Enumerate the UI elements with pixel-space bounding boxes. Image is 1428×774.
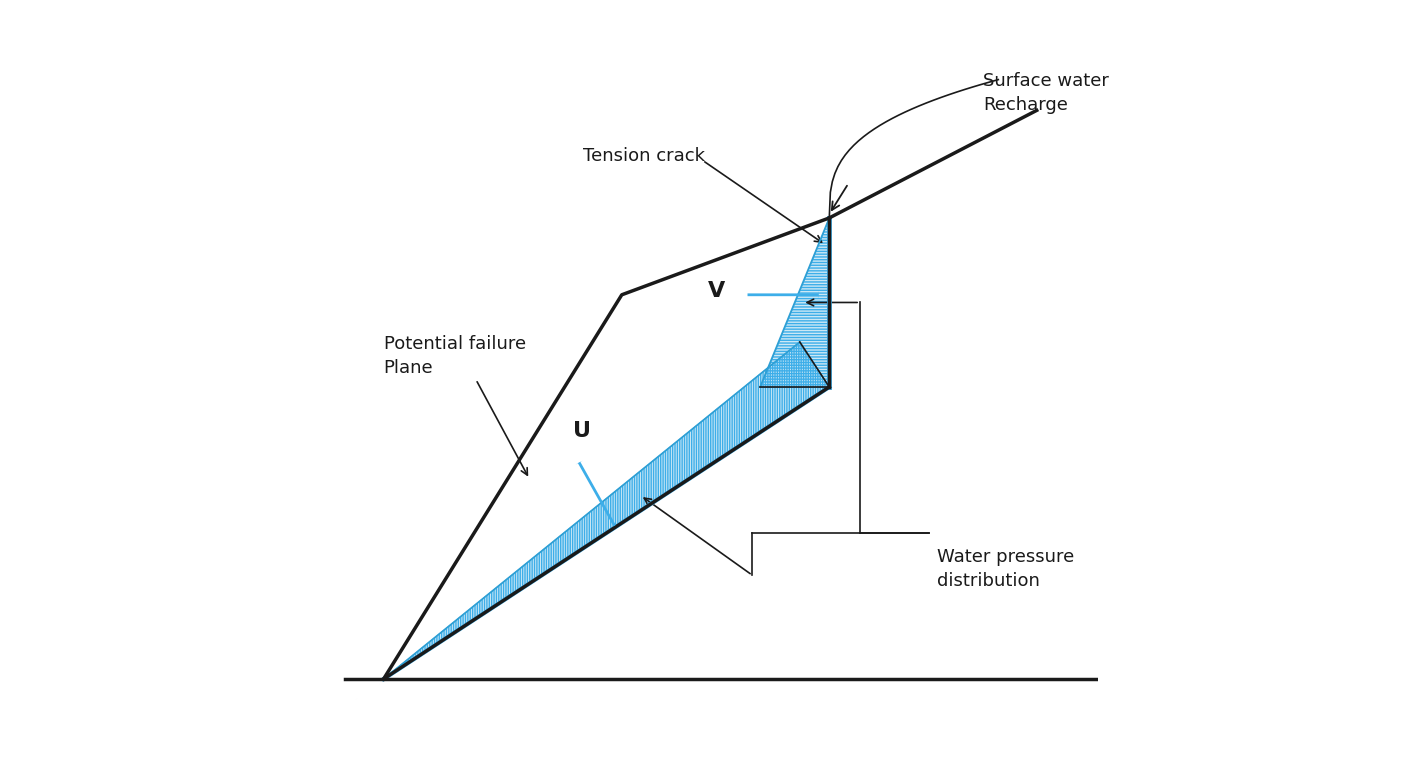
Text: Potential failure
Plane: Potential failure Plane bbox=[384, 335, 526, 377]
Text: Water pressure
distribution: Water pressure distribution bbox=[937, 548, 1074, 590]
Text: V: V bbox=[708, 281, 725, 301]
Text: Surface water
Recharge: Surface water Recharge bbox=[982, 72, 1108, 114]
Text: Tension crack: Tension crack bbox=[584, 148, 705, 166]
Text: U: U bbox=[573, 421, 591, 440]
Polygon shape bbox=[760, 218, 830, 387]
Polygon shape bbox=[384, 342, 830, 679]
